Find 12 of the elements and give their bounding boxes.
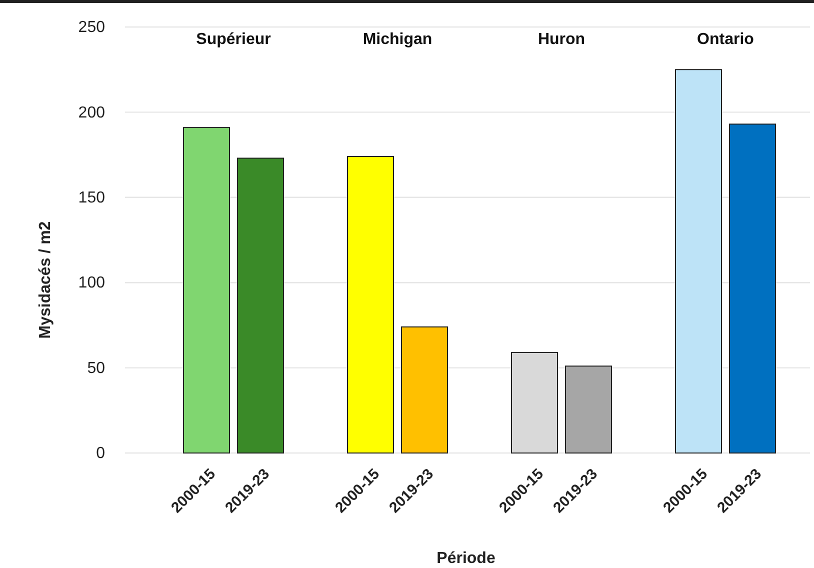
y-tick-label: 200 [78, 104, 106, 122]
annotation: Ontario [697, 31, 754, 48]
y-tick-label: 0 [96, 445, 106, 462]
y-tick-label: 150 [78, 190, 106, 207]
y-axis-title: Mysidacés / m2 [37, 221, 54, 339]
annotation: Supérieur [196, 31, 271, 48]
y-tick-label: 250 [78, 19, 106, 36]
y-tick-label: 50 [87, 360, 106, 377]
annotation: Huron [538, 31, 586, 48]
annotation: Michigan [362, 31, 432, 48]
x-axis-title: Période [436, 550, 496, 567]
y-tick-label: 100 [78, 274, 106, 292]
